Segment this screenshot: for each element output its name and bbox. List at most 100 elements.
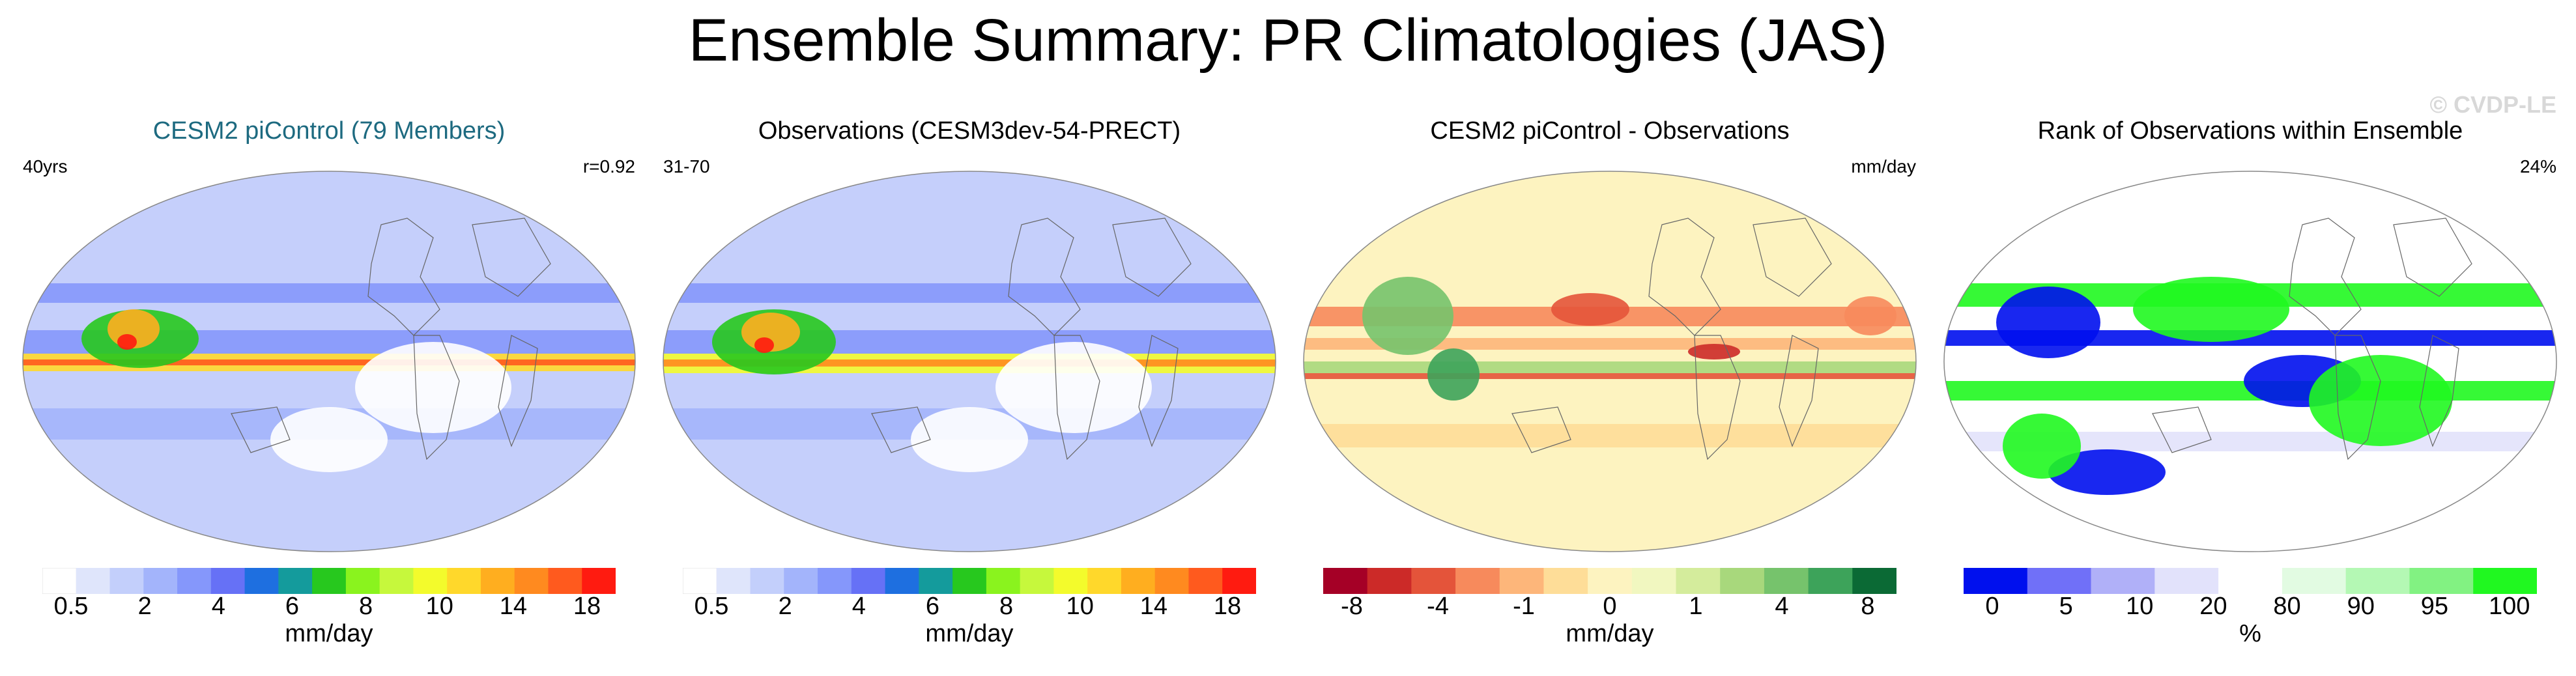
colorbar-unit: mm/day <box>1566 620 1654 647</box>
colorbar-swatch <box>1720 568 1765 594</box>
colorbar-swatch <box>885 568 919 594</box>
colorbar-tick-label: 100 <box>2489 593 2530 620</box>
world-map <box>663 171 1276 552</box>
colorbar-swatch <box>210 568 246 594</box>
colorbar-swatch <box>2473 568 2537 594</box>
colorbar-tick-label: 20 <box>2199 593 2227 620</box>
colorbar-swatch <box>716 568 751 594</box>
colorbar-tick-label: 14 <box>499 593 527 620</box>
colorbar-swatch <box>2345 568 2410 594</box>
colorbar-swatch <box>1020 568 1054 594</box>
colorbar-swatch <box>1053 568 1088 594</box>
colorbar-tick-label: 6 <box>285 593 299 620</box>
colorbar-swatch <box>851 568 886 594</box>
colorbar-swatch <box>379 568 414 594</box>
colorbar-tick-label: 0.5 <box>53 593 89 620</box>
colorbar-swatch <box>2027 568 2092 594</box>
colorbar-tick-label: 0.5 <box>694 593 729 620</box>
colorbar-swatch <box>1543 568 1588 594</box>
colorbar-swatch <box>177 568 212 594</box>
colorbar-tick-label: 10 <box>1066 593 1094 620</box>
colorbar-tick-label: 4 <box>1775 593 1789 620</box>
colorbar-tick-label: 10 <box>2126 593 2154 620</box>
colorbar-tick-label: -4 <box>1427 593 1449 620</box>
colorbar-tick-label: 90 <box>2347 593 2375 620</box>
colorbar-tick-label: 80 <box>2273 593 2301 620</box>
colorbar-swatch <box>1188 568 1223 594</box>
colorbar-swatch <box>1154 568 1189 594</box>
colorbar-swatch <box>109 568 144 594</box>
panel-observations-climatology: Observations (CESM3dev-54-PRECT) 31-70 0… <box>650 117 1289 671</box>
colorbar-swatch <box>548 568 582 594</box>
colorbar-tick-label: 6 <box>925 593 939 620</box>
panel-rank: Rank of Observations within Ensemble 24%… <box>1931 117 2569 671</box>
colorbar-swatch <box>1852 568 1896 594</box>
colorbar-swatch <box>919 568 953 594</box>
panel-title: Rank of Observations within Ensemble <box>2037 117 2463 145</box>
colorbar-swatch <box>1631 568 1677 594</box>
colorbar-tick-label: 4 <box>211 593 225 620</box>
colorbar-swatch <box>2154 568 2219 594</box>
colorbar-swatch <box>2218 568 2283 594</box>
colorbar-swatch <box>1222 568 1256 594</box>
colorbar-swatch <box>480 568 515 594</box>
colorbar-swatch <box>143 568 178 594</box>
colorbar-tick-label: 8 <box>999 593 1014 620</box>
panel-right-label: r=0.92 <box>582 156 635 176</box>
colorbar-swatch <box>986 568 1021 594</box>
colorbar-swatch <box>278 568 313 594</box>
colorbar-tick-label: -8 <box>1341 593 1363 620</box>
colorbar-tick-label: 18 <box>1213 593 1242 620</box>
colorbar-swatch <box>42 568 77 594</box>
colorbar-swatch <box>413 568 448 594</box>
world-map <box>1943 171 2557 552</box>
colorbar-tick-label: 0 <box>1603 593 1617 620</box>
colorbar-swatch <box>1087 568 1122 594</box>
panel-model-climatology: CESM2 piControl (79 Members) 40yrs r=0.9… <box>10 117 648 671</box>
colorbar-tick-label: 2 <box>137 593 152 620</box>
main-title: Ensemble Summary: PR Climatologies (JAS) <box>688 7 1888 74</box>
colorbar-tick-label: 14 <box>1139 593 1167 620</box>
colorbar-swatch <box>784 568 818 594</box>
colorbar-tick-label: 8 <box>1861 593 1875 620</box>
colorbar-swatch <box>345 568 380 594</box>
colorbar-swatch <box>582 568 616 594</box>
colorbar <box>1964 568 2537 594</box>
panel-left-label: 40yrs <box>23 156 68 176</box>
colorbar-tick-label: 1 <box>1689 593 1703 620</box>
colorbar-swatch <box>2282 568 2347 594</box>
colorbar <box>42 568 616 594</box>
colorbar-tick-label: 4 <box>852 593 866 620</box>
colorbar-swatch <box>76 568 111 594</box>
panel-title: CESM2 piControl (79 Members) <box>152 117 506 145</box>
colorbar <box>683 568 1256 594</box>
world-map <box>1303 171 1917 552</box>
colorbar-unit: mm/day <box>925 620 1014 647</box>
colorbar-swatch <box>1764 568 1809 594</box>
colorbar-tick-label: 8 <box>358 593 373 620</box>
colorbar-swatch <box>2409 568 2474 594</box>
colorbar-swatch <box>818 568 852 594</box>
colorbar-swatch <box>1411 568 1456 594</box>
panel-right-label: mm/day <box>1851 156 1916 176</box>
colorbar-swatch <box>1121 568 1156 594</box>
panel-left-label: 31-70 <box>663 156 710 176</box>
colorbar <box>1323 568 1896 594</box>
colorbar-swatch <box>447 568 481 594</box>
colorbar-swatch <box>312 568 347 594</box>
watermark: © CVDP-LE <box>2429 91 2556 118</box>
colorbar-swatch <box>1323 568 1368 594</box>
colorbar-swatch <box>683 568 717 594</box>
colorbar-swatch <box>952 568 987 594</box>
colorbar-tick-label: 95 <box>2420 593 2448 620</box>
colorbar-swatch <box>750 568 784 594</box>
colorbar-swatch <box>1808 568 1853 594</box>
colorbar-swatch <box>514 568 549 594</box>
colorbar-swatch <box>1367 568 1412 594</box>
world-map <box>22 171 636 552</box>
colorbar-swatch <box>2091 568 2155 594</box>
colorbar-swatch <box>1964 568 2028 594</box>
colorbar-tick-label: 0 <box>1985 593 1999 620</box>
panel-title: CESM2 piControl - Observations <box>1430 117 1790 145</box>
colorbar-unit: % <box>2239 620 2261 647</box>
